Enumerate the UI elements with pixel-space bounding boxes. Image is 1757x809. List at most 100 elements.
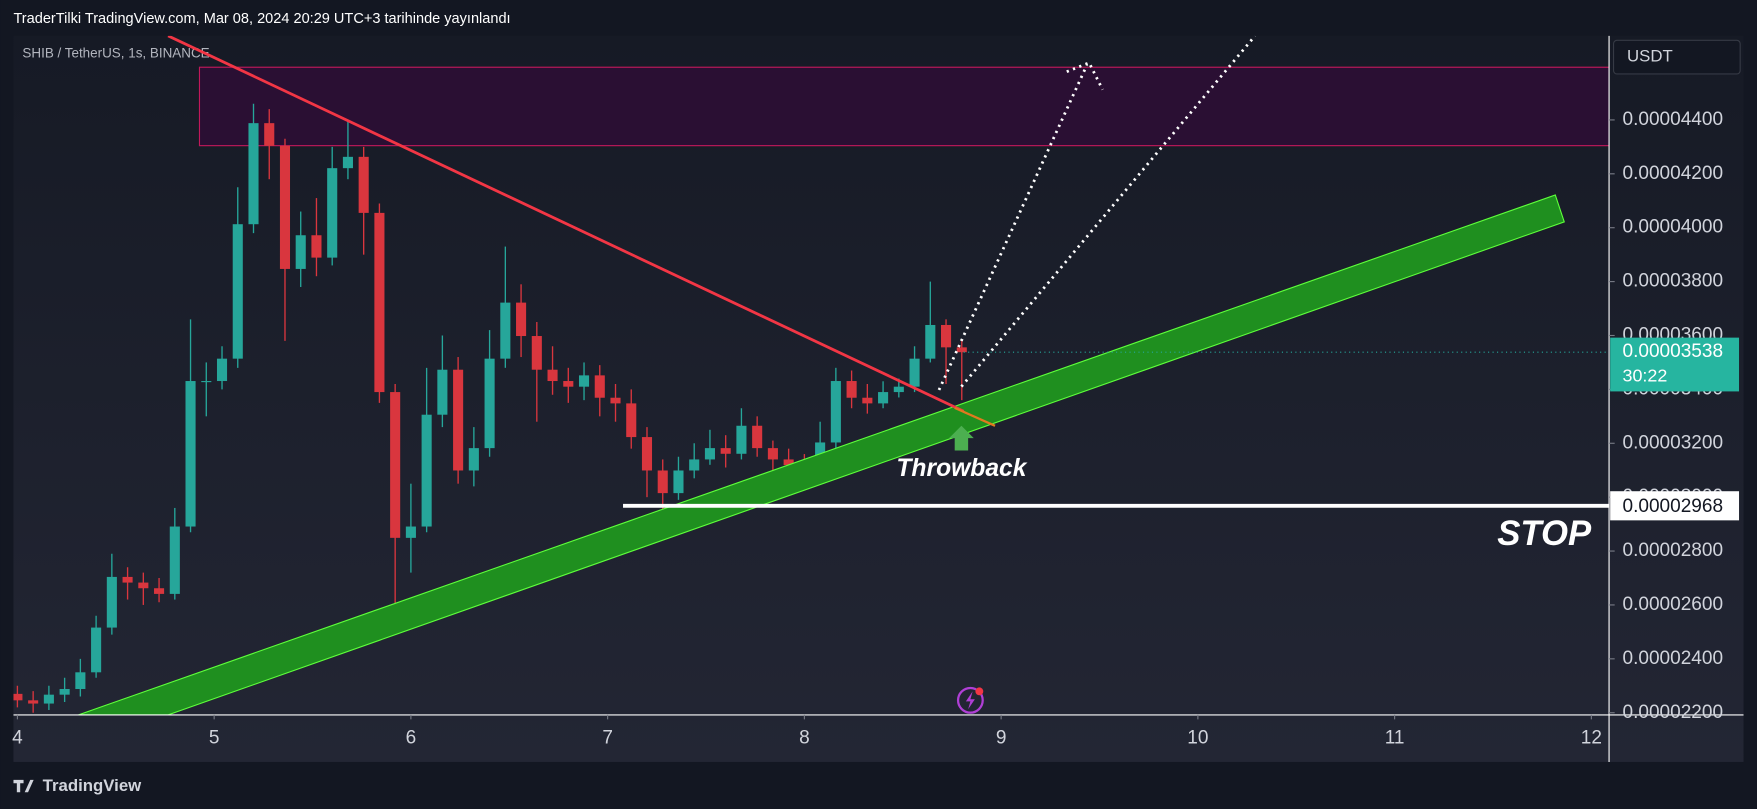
x-tick-label: 6	[406, 727, 417, 748]
logo-icon	[13, 779, 34, 793]
candle	[216, 346, 228, 390]
y-tick-label: 0.00004400	[1623, 109, 1724, 130]
candle-body	[830, 381, 841, 443]
candle-body	[641, 437, 653, 471]
plot-area	[13, 35, 1610, 715]
candle	[138, 572, 149, 605]
candle-body	[846, 381, 857, 398]
candle-body	[295, 235, 306, 269]
x-tick-label: 5	[209, 727, 220, 748]
candle	[610, 383, 621, 422]
candle	[594, 365, 605, 417]
candle	[185, 319, 196, 533]
candle-body	[657, 470, 668, 494]
candle	[657, 459, 668, 511]
candle-body	[201, 381, 212, 383]
candle	[59, 677, 70, 702]
candle-body	[767, 448, 778, 460]
candle-body	[940, 324, 952, 348]
candle	[578, 362, 590, 401]
candle-body	[547, 369, 558, 382]
candle-body	[138, 582, 149, 589]
y-tick-label: 0.00003200	[1623, 432, 1724, 453]
candle	[641, 427, 653, 498]
candle-body	[264, 123, 275, 146]
y-tick-label: 0.00002400	[1623, 648, 1724, 669]
candle	[453, 357, 464, 484]
candle	[106, 553, 117, 635]
candle-body	[862, 397, 873, 404]
candle-body	[28, 700, 39, 704]
y-tick-label: 0.00004000	[1623, 217, 1724, 238]
candle-body	[673, 470, 684, 494]
candle-body	[704, 448, 715, 460]
candle	[342, 119, 353, 180]
candle-body	[154, 588, 165, 594]
support-channel	[78, 194, 1565, 715]
candle	[484, 330, 495, 457]
candle	[878, 381, 889, 409]
x-tick-label: 4	[12, 727, 23, 748]
x-tick-label: 9	[996, 727, 1007, 748]
candle	[956, 340, 967, 401]
candle-body	[720, 448, 731, 454]
candle	[767, 440, 778, 473]
x-tick-label: 12	[1581, 727, 1602, 748]
alert-circle	[956, 686, 984, 714]
resistance-trendline	[167, 35, 965, 413]
candle-body	[59, 689, 70, 695]
candle	[264, 109, 275, 180]
candle-body	[736, 425, 747, 454]
candle	[327, 146, 338, 266]
candle	[232, 187, 243, 368]
candle	[279, 138, 291, 341]
candle	[169, 507, 180, 600]
candle-body	[43, 694, 54, 704]
candle	[862, 383, 873, 414]
candle	[752, 416, 763, 457]
candle	[13, 685, 23, 708]
alert-dot	[975, 687, 984, 696]
currency-label: USDT	[1627, 47, 1673, 66]
candle-body	[610, 397, 621, 404]
alert-bolt	[965, 691, 975, 710]
candle	[704, 429, 715, 465]
candle-body	[232, 224, 243, 359]
candle-body	[563, 381, 574, 387]
candle-body	[248, 123, 259, 225]
stop-price-label: 0.00002968	[1623, 496, 1724, 517]
candle	[830, 367, 841, 449]
candle-body	[484, 358, 495, 449]
candle-body	[374, 212, 385, 393]
countdown-label: 30:22	[1623, 366, 1668, 386]
candle	[736, 408, 747, 460]
candle-body	[122, 576, 133, 583]
y-tick-label: 0.00002600	[1623, 594, 1724, 615]
candle	[846, 370, 857, 409]
y-tick-label: 0.00003800	[1623, 271, 1724, 292]
candle-body	[531, 336, 542, 370]
candle-body	[453, 369, 464, 471]
candle-body	[185, 381, 196, 527]
candle-body	[468, 448, 479, 471]
trendline-extension	[954, 406, 996, 427]
header-text: TraderTilki TradingView.com, Mar 08, 202…	[13, 11, 510, 27]
alert-icon[interactable]	[956, 686, 984, 714]
candle-body	[437, 369, 448, 415]
candle	[374, 203, 385, 403]
candle-body	[925, 324, 936, 359]
candle-body	[13, 693, 23, 701]
throwback-label: Throwback	[896, 455, 1027, 482]
currency-button[interactable]	[1612, 39, 1741, 75]
candle-body	[909, 358, 920, 387]
x-tick-label: 11	[1385, 727, 1405, 748]
candle-body	[878, 392, 889, 404]
logo-text: TradingView	[43, 776, 143, 795]
candle	[547, 346, 558, 395]
candle	[940, 319, 952, 384]
candle	[909, 346, 920, 393]
candle	[390, 383, 401, 614]
candle	[154, 577, 165, 603]
x-tick-label: 7	[602, 727, 613, 748]
candle-body	[358, 156, 369, 213]
